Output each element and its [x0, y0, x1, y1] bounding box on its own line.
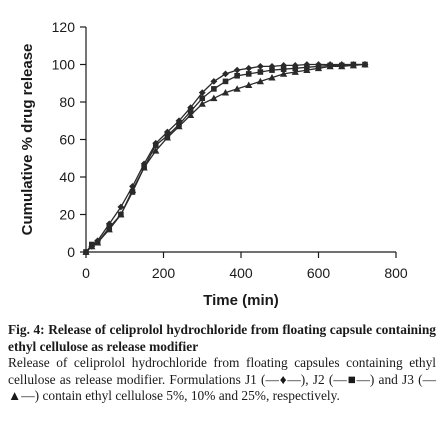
- data-point-diamond: [210, 77, 218, 85]
- x-tick-label: 400: [229, 265, 253, 281]
- series-triangle: [82, 60, 369, 255]
- data-point-triangle: [187, 111, 195, 119]
- data-point-square: [187, 108, 194, 115]
- data-point-diamond: [245, 64, 253, 72]
- data-point-diamond: [256, 62, 264, 70]
- data-point-triangle: [175, 122, 183, 130]
- data-point-triangle: [268, 74, 276, 81]
- x-ticks: 0 200 400 600 800: [82, 252, 408, 281]
- data-point-square: [292, 65, 299, 72]
- data-point-square: [222, 78, 229, 85]
- data-point-triangle: [117, 210, 125, 218]
- y-tick-label: 120: [52, 19, 76, 35]
- data-point-triangle: [361, 60, 369, 68]
- x-axis-title: Time (min): [203, 292, 279, 309]
- data-point-triangle: [280, 70, 288, 77]
- data-point-triangle: [221, 89, 230, 96]
- data-point-triangle: [152, 147, 160, 154]
- data-point-square: [199, 95, 206, 102]
- data-point-square: [280, 66, 287, 72]
- figure-caption: Fig. 4: Release of celiprolol hydrochlor…: [8, 322, 436, 405]
- data-point-triangle: [349, 61, 357, 69]
- y-tick-label: 60: [59, 132, 75, 148]
- data-point-triangle: [233, 85, 241, 92]
- data-point-triangle: [291, 68, 299, 75]
- data-point-triangle: [128, 186, 137, 194]
- data-point-diamond: [198, 89, 206, 97]
- data-point-triangle: [88, 242, 96, 250]
- data-point-square: [152, 142, 159, 148]
- data-point-square: [269, 67, 275, 73]
- data-point-triangle: [163, 134, 171, 141]
- figure-label: Fig. 4:: [8, 322, 45, 337]
- caption-title-line: Fig. 4: Release of celiprolol hydrochlor…: [8, 322, 436, 355]
- data-point-diamond: [291, 62, 299, 69]
- data-point-diamond: [233, 66, 241, 74]
- data-point-diamond: [268, 62, 276, 70]
- data-point-triangle: [82, 248, 90, 255]
- series-layer: [82, 60, 369, 256]
- data-point-triangle: [210, 94, 218, 102]
- caption-description: Release of celiprolol hydrochloride from…: [8, 355, 436, 403]
- x-tick-label: 200: [152, 265, 176, 281]
- data-point-triangle: [338, 62, 346, 70]
- data-point-triangle: [245, 81, 253, 89]
- data-point-triangle: [303, 66, 311, 74]
- data-point-triangle: [198, 100, 206, 107]
- data-point-diamond: [222, 70, 229, 78]
- x-axis: 0 200 400 600 800: [82, 251, 408, 281]
- data-point-square: [234, 72, 240, 79]
- data-point-diamond: [303, 61, 311, 68]
- data-point-triangle: [314, 64, 323, 72]
- y-tick-label: 80: [59, 94, 75, 110]
- data-point-triangle: [256, 77, 264, 85]
- data-point-diamond: [280, 62, 288, 69]
- x-tick-label: 0: [82, 265, 90, 281]
- figure-title: Release of celiprolol hydrochloride from…: [8, 322, 436, 354]
- y-ticks: 0 20 40 60 80 100 120: [52, 19, 86, 260]
- y-tick-label: 100: [52, 57, 76, 73]
- data-point-square: [257, 69, 264, 75]
- x-tick-label: 800: [384, 265, 408, 281]
- data-point-triangle: [326, 62, 334, 70]
- release-chart: 0 20 40 60 80 100 120 0 200 400 600 800 Cumulative…: [19, 19, 408, 309]
- y-tick-label: 20: [59, 207, 75, 223]
- y-axis: 0 20 40 60 80 100 120: [52, 19, 87, 260]
- y-tick-label: 0: [67, 244, 75, 260]
- x-tick-label: 600: [307, 265, 331, 281]
- data-point-triangle: [105, 225, 113, 233]
- y-tick-label: 40: [59, 169, 75, 185]
- y-axis-title: Cumulative % drug release: [19, 44, 36, 236]
- data-point-triangle: [94, 239, 102, 246]
- data-point-square: [245, 71, 252, 77]
- data-point-square: [211, 86, 217, 92]
- data-point-diamond: [117, 203, 125, 211]
- data-point-triangle: [140, 164, 148, 171]
